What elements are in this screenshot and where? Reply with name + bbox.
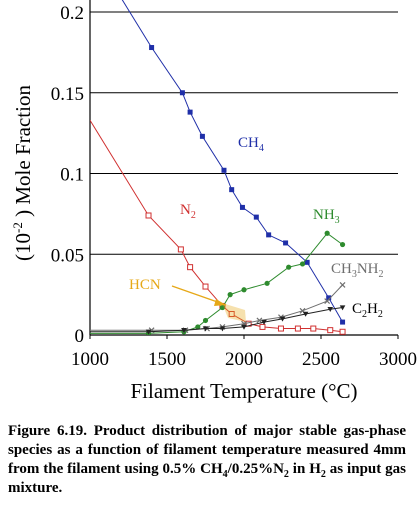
point-c2h2-10 bbox=[339, 305, 346, 311]
series-layer bbox=[90, 0, 346, 335]
y-tick-label-0: 0 bbox=[75, 326, 85, 347]
caption-sub-b: 2 bbox=[283, 469, 289, 480]
point-ch3nh2-9 bbox=[324, 298, 331, 305]
point-c2h2-9 bbox=[327, 306, 334, 312]
x-tick-label-2: 2000 bbox=[225, 349, 263, 370]
caption-text-a: Product distribution of major stable gas… bbox=[8, 423, 406, 477]
caption-sub-c: 2 bbox=[320, 469, 326, 480]
point-ch4-7 bbox=[239, 204, 245, 210]
point-ch4-8 bbox=[253, 214, 259, 220]
point-n2-2 bbox=[177, 246, 184, 253]
point-ch4-4 bbox=[199, 133, 205, 139]
point-n2-11 bbox=[310, 325, 317, 332]
point-nh3-3 bbox=[195, 324, 201, 330]
point-nh3-4 bbox=[202, 317, 209, 324]
point-ch4-10 bbox=[283, 240, 289, 246]
point-c2h2-5 bbox=[241, 324, 247, 330]
chart: 0 0.05 0.1 0.15 0.2 1000 1500 2000 2500 3000 CH4 N… bbox=[10, 0, 417, 403]
point-nh3-10 bbox=[299, 261, 306, 267]
point-ch4-3 bbox=[187, 109, 193, 115]
point-ch3nh2-6 bbox=[256, 317, 263, 324]
point-nh3-9 bbox=[286, 264, 292, 270]
point-c2h2-7 bbox=[279, 316, 286, 322]
point-n2-13 bbox=[339, 328, 346, 335]
y-tick-label-3: 0.15 bbox=[51, 84, 84, 105]
x-axis-label: Filament Temperature (°C) bbox=[131, 379, 358, 403]
x-tick-label-0: 1000 bbox=[71, 349, 109, 370]
point-n2-9 bbox=[277, 325, 284, 332]
point-c2h2-8 bbox=[302, 311, 309, 317]
caption-sub-a: 4 bbox=[222, 469, 228, 480]
series-line-nh3 bbox=[90, 232, 343, 334]
point-c2h2-1 bbox=[145, 329, 152, 335]
point-ch4-1 bbox=[149, 45, 155, 51]
point-c2h2-2 bbox=[181, 327, 187, 333]
point-nh3-11 bbox=[324, 230, 330, 236]
series-label-n2: N2 bbox=[180, 202, 196, 221]
point-c2h2-3 bbox=[202, 326, 209, 332]
point-n2-10 bbox=[294, 325, 301, 332]
point-ch4-12 bbox=[326, 295, 332, 301]
series-c2h2 bbox=[90, 305, 346, 335]
annotation-hcn-arrow-head bbox=[214, 299, 226, 306]
y-axis-label: (10-2 ) Mole Fraction bbox=[10, 85, 35, 261]
point-ch4-13 bbox=[340, 319, 346, 325]
series-line-ch4 bbox=[121, 0, 344, 323]
point-nh3-5 bbox=[219, 304, 226, 311]
point-ch4-6 bbox=[229, 187, 235, 193]
tick-labels: 0 0.05 0.1 0.15 0.2 1000 1500 2000 2500 3000 bbox=[51, 3, 417, 370]
point-ch3nh2-10 bbox=[339, 282, 346, 288]
series-label-ch3nh2: CH3NH2 bbox=[331, 261, 384, 280]
axes bbox=[89, 0, 399, 339]
point-n2-12 bbox=[327, 327, 334, 334]
caption-lead: Figure 6.19. bbox=[8, 423, 87, 439]
series-n2 bbox=[90, 119, 346, 335]
series-label-nh3: NH3 bbox=[313, 207, 340, 226]
point-n2-6 bbox=[228, 311, 235, 318]
point-ch4-5 bbox=[221, 167, 227, 173]
point-ch4-11 bbox=[304, 259, 310, 265]
point-n2-3 bbox=[187, 264, 194, 271]
point-nh3-8 bbox=[264, 280, 270, 286]
point-c2h2-4 bbox=[219, 326, 226, 332]
series-ch4 bbox=[121, 0, 346, 325]
figure-caption: Figure 6.19. Product distribution of maj… bbox=[8, 422, 406, 498]
annotation-hcn-label: HCN bbox=[129, 277, 161, 293]
series-line-ch3nh2 bbox=[90, 284, 343, 331]
x-tick-label-3: 2500 bbox=[302, 349, 340, 370]
y-tick-label-2: 0.1 bbox=[60, 165, 84, 186]
point-ch4-9 bbox=[266, 232, 272, 238]
point-nh3-6 bbox=[227, 292, 233, 298]
gridlines bbox=[90, 11, 398, 255]
caption-text-b: /0.25%N bbox=[227, 461, 284, 477]
point-nh3-7 bbox=[241, 287, 247, 293]
point-nh3-12 bbox=[339, 241, 346, 248]
annotation-hcn-region bbox=[222, 303, 246, 322]
point-n2-8 bbox=[259, 323, 266, 330]
y-tick-label-4: 0.2 bbox=[60, 3, 84, 24]
point-n2-4 bbox=[202, 283, 209, 290]
point-n2-1 bbox=[145, 212, 152, 219]
y-tick-label-1: 0.05 bbox=[51, 245, 84, 266]
caption-text-d: as input gas mixture. bbox=[8, 461, 406, 496]
x-tick-label-4: 3000 bbox=[379, 349, 417, 370]
caption-text-c: in H bbox=[288, 461, 321, 477]
x-tick-label-1: 1500 bbox=[148, 349, 186, 370]
series-labels: CH4 N2 NH3 CH3NH2 C2H2 HCN bbox=[129, 135, 384, 322]
series-label-c2h2: C2H2 bbox=[352, 301, 383, 320]
point-ch4-2 bbox=[179, 90, 185, 96]
series-label-ch4: CH4 bbox=[238, 135, 264, 154]
point-c2h2-6 bbox=[261, 319, 267, 325]
